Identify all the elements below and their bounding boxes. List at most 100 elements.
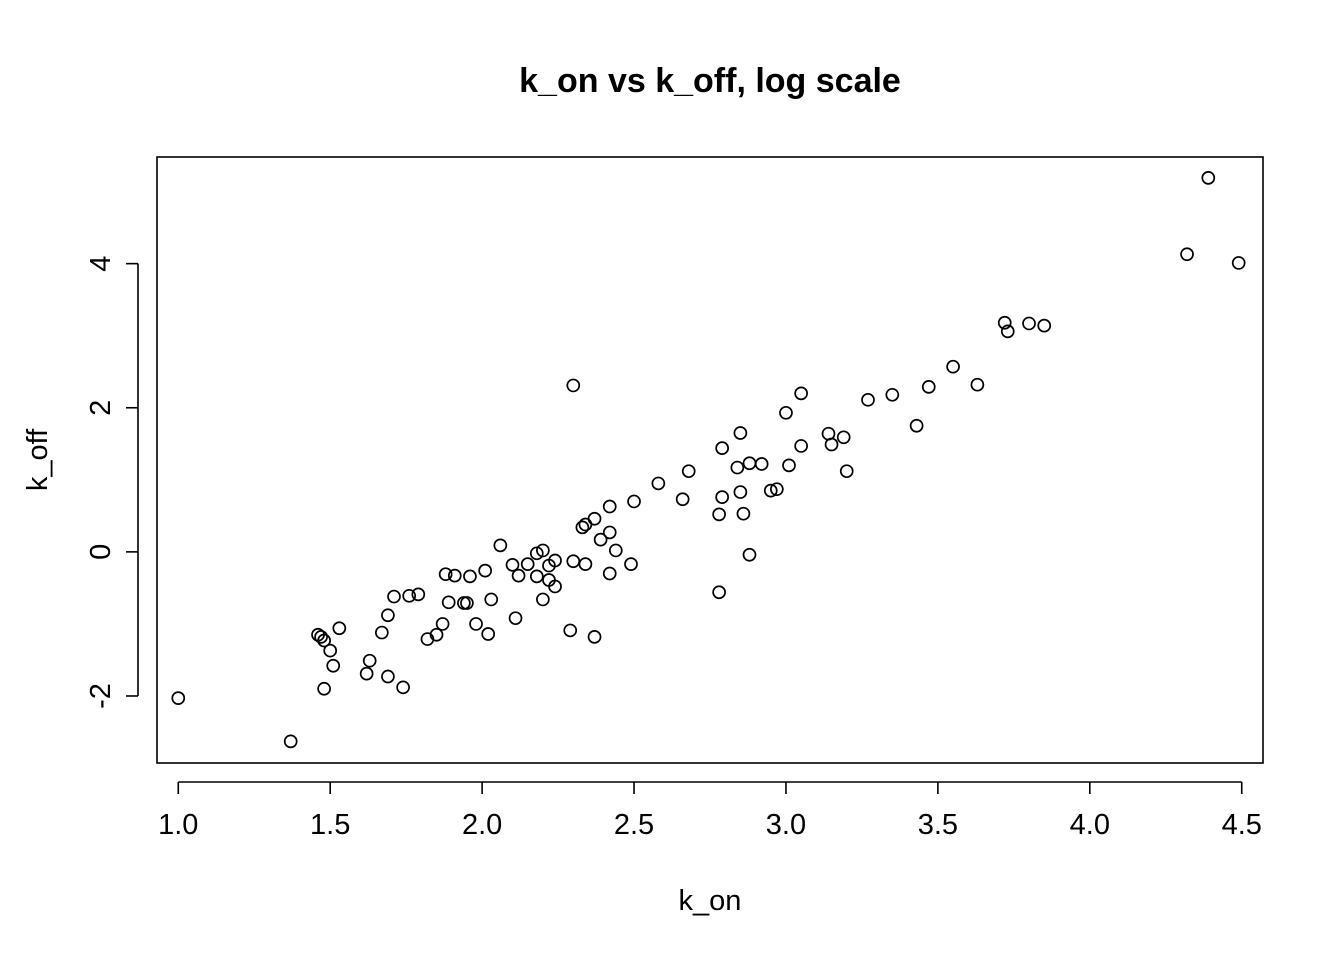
data-point xyxy=(396,680,410,695)
data-point xyxy=(381,669,395,684)
data-point xyxy=(712,507,726,522)
x-tick-label: 4.5 xyxy=(1222,809,1262,841)
data-point xyxy=(283,734,298,749)
x-tick-label: 1.5 xyxy=(310,809,350,841)
data-point xyxy=(712,585,726,600)
data-point xyxy=(469,617,483,631)
data-point xyxy=(730,460,745,475)
data-point xyxy=(435,617,450,631)
x-tick-label: 4.0 xyxy=(1070,809,1110,841)
data-point xyxy=(782,458,796,473)
x-axis-label: k_on xyxy=(679,885,742,917)
data-point xyxy=(481,627,496,641)
data-point xyxy=(323,643,338,658)
data-point xyxy=(529,569,544,584)
data-point xyxy=(1180,247,1194,262)
data-point xyxy=(839,464,854,479)
y-axis-label: k_off xyxy=(22,428,54,491)
data-point xyxy=(779,405,793,420)
data-point xyxy=(402,588,417,603)
data-point xyxy=(593,532,608,547)
data-point xyxy=(536,592,550,607)
x-tick-label: 2.0 xyxy=(462,809,502,841)
data-point xyxy=(794,386,809,401)
data-point xyxy=(675,492,690,507)
data-point xyxy=(602,566,617,581)
data-point xyxy=(505,557,520,572)
data-point xyxy=(314,630,328,644)
x-tick-label: 1.0 xyxy=(158,809,198,841)
data-point xyxy=(429,627,444,642)
data-point xyxy=(478,563,493,578)
data-point xyxy=(608,543,623,558)
data-point xyxy=(997,315,1012,330)
data-point xyxy=(548,579,562,594)
data-point xyxy=(566,554,581,569)
data-point xyxy=(520,557,535,571)
data-point xyxy=(317,681,331,696)
data-point xyxy=(742,547,757,562)
data-point xyxy=(681,464,696,479)
data-point xyxy=(861,392,875,407)
data-point xyxy=(563,623,578,638)
data-point xyxy=(885,387,900,402)
data-point xyxy=(921,380,936,394)
y-axis: -2 0 2 4 xyxy=(85,256,139,709)
data-point xyxy=(736,506,751,521)
data-point xyxy=(602,499,617,514)
data-point xyxy=(946,359,960,374)
data-point xyxy=(460,596,474,610)
data-point xyxy=(463,569,477,584)
data-point xyxy=(493,538,508,553)
data-point xyxy=(763,483,778,498)
y-tick-label: 0 xyxy=(85,544,117,560)
data-point xyxy=(794,439,809,453)
data-point xyxy=(362,653,377,668)
data-point xyxy=(715,490,730,504)
data-point xyxy=(1037,318,1052,333)
data-point xyxy=(1000,324,1015,339)
data-point xyxy=(602,525,617,540)
data-point xyxy=(824,437,839,452)
data-point xyxy=(508,611,523,626)
y-tick-label: 2 xyxy=(85,400,117,416)
data-point xyxy=(381,608,395,623)
data-point xyxy=(624,557,638,571)
data-point xyxy=(332,621,347,636)
x-tick-label: 2.5 xyxy=(614,809,654,841)
data-point xyxy=(909,418,924,433)
plot-frame xyxy=(156,156,1264,764)
y-tick-label: 4 xyxy=(85,256,117,272)
x-axis: 1.0 1.5 2.0 2.5 3.0 3.5 4.0 4.5 xyxy=(158,781,1262,841)
y-tick-label: -2 xyxy=(85,683,117,709)
data-point xyxy=(587,511,602,526)
data-point xyxy=(575,520,590,535)
x-tick-label: 3.5 xyxy=(918,809,958,841)
data-point xyxy=(536,543,550,558)
data-point xyxy=(566,378,581,393)
data-point xyxy=(627,494,641,509)
chart-title: k_on vs k_off, log scale xyxy=(519,62,901,100)
x-tick-label: 3.0 xyxy=(766,809,806,841)
data-point xyxy=(441,595,456,610)
data-point xyxy=(411,587,426,602)
data-point xyxy=(1022,316,1036,331)
data-point xyxy=(970,377,985,392)
data-point xyxy=(326,658,341,673)
data-point xyxy=(317,633,331,648)
data-point xyxy=(387,589,401,604)
data-point xyxy=(836,430,851,445)
data-point xyxy=(438,567,453,582)
data-point xyxy=(742,456,757,471)
data-points xyxy=(171,171,1246,749)
data-point xyxy=(587,630,602,644)
data-point xyxy=(374,625,389,640)
data-point xyxy=(447,568,462,583)
data-point xyxy=(1231,256,1246,270)
data-point xyxy=(769,482,784,497)
data-point xyxy=(733,426,748,440)
data-point xyxy=(171,691,186,705)
data-point xyxy=(715,441,730,455)
data-point xyxy=(511,568,526,583)
data-point xyxy=(359,666,374,681)
